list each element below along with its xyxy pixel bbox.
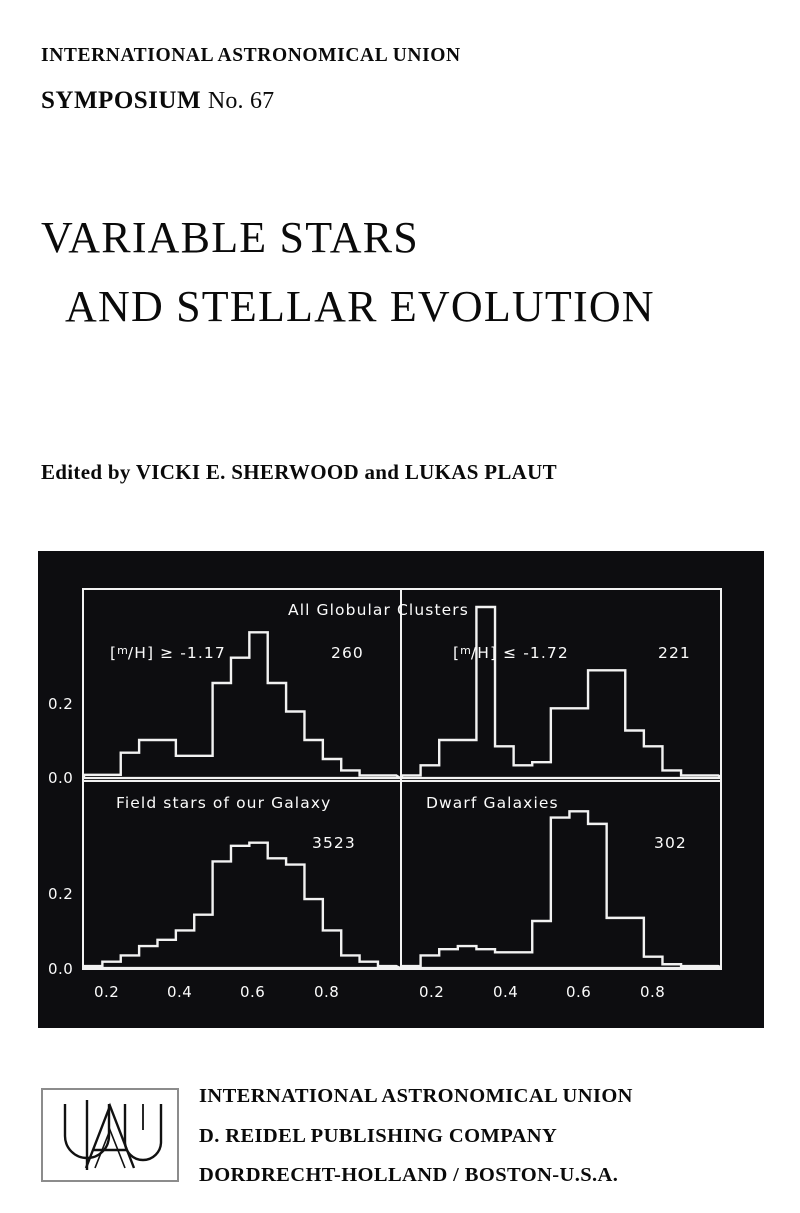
count-top-left: 260 [331, 644, 364, 662]
xlabel-right-0-6: 0.6 [566, 983, 592, 1001]
xlabel-right-0-8: 0.8 [640, 983, 666, 1001]
histogram-outline [402, 605, 722, 779]
ylabel-bottom-0-0: 0.0 [48, 960, 74, 978]
editors-credit: Edited by VICKI E. SHERWOOD and LUKAS PL… [41, 460, 557, 484]
publisher-line-3: DORDRECHT-HOLLAND / BOSTON-U.S.A. [199, 1164, 619, 1186]
plot-frame [82, 588, 722, 970]
cover-figure: All Globular Clusters [m/H] ≥ -1.17 260 … [38, 551, 764, 1028]
publisher-line-2: D. REIDEL PUBLISHING COMPANY [199, 1124, 558, 1147]
label-top-right: [m/H] ≤ -1.72 [453, 644, 569, 662]
count-bottom-left: 3523 [312, 834, 356, 852]
iau-logo [41, 1088, 179, 1182]
publisher-info: INTERNATIONAL ASTRONOMICAL UNION D. REID… [199, 1086, 759, 1186]
xlabel-left-0-8: 0.8 [314, 983, 340, 1001]
xlabel-left-0-6: 0.6 [240, 983, 266, 1001]
panel-divider-horizontal [84, 780, 720, 782]
histogram-bottom-left [84, 782, 400, 970]
xlabel-right-0-2: 0.2 [419, 983, 445, 1001]
ylabel-top-0-0: 0.0 [48, 769, 74, 787]
xlabel-left-0-2: 0.2 [94, 983, 120, 1001]
symposium-label: SYMPOSIUM [41, 86, 202, 114]
label-top-left: [m/H] ≥ -1.17 [110, 644, 226, 662]
ylabel-bottom-0-2: 0.2 [48, 885, 74, 903]
symposium-number: No. 67 [207, 87, 275, 114]
count-top-right: 221 [658, 644, 691, 662]
panel-divider-vertical [400, 590, 402, 968]
cover-header: INTERNATIONAL ASTRONOMICAL UNION SYMPOSI… [41, 46, 741, 113]
figure-overall-title: All Globular Clusters [288, 601, 469, 619]
xlabel-right-0-4: 0.4 [493, 983, 519, 1001]
label-bottom-left: Field stars of our Galaxy [116, 794, 332, 812]
histogram-outline [84, 631, 400, 779]
histogram-outline [402, 810, 722, 970]
publisher-line-1: INTERNATIONAL ASTRONOMICAL UNION [199, 1085, 633, 1107]
ylabel-top-0-2: 0.2 [48, 695, 74, 713]
society-name: INTERNATIONAL ASTRONOMICAL UNION [41, 45, 461, 66]
xlabel-left-0-4: 0.4 [167, 983, 193, 1001]
count-bottom-right: 302 [654, 834, 687, 852]
title-line-2: AND STELLAR EVOLUTION [65, 282, 655, 331]
title-line-1: VARIABLE STARS [41, 213, 419, 262]
page-title: VARIABLE STARS AND STELLAR EVOLUTION [41, 216, 761, 329]
histogram-bottom-right [402, 782, 722, 970]
histogram-top-right [402, 590, 722, 780]
iau-monogram-icon [63, 1100, 163, 1170]
histogram-top-left [84, 590, 400, 780]
symposium-line: SYMPOSIUM No. 67 [41, 88, 741, 113]
histogram-outline [84, 841, 400, 970]
label-bottom-right: Dwarf Galaxies [426, 794, 559, 812]
